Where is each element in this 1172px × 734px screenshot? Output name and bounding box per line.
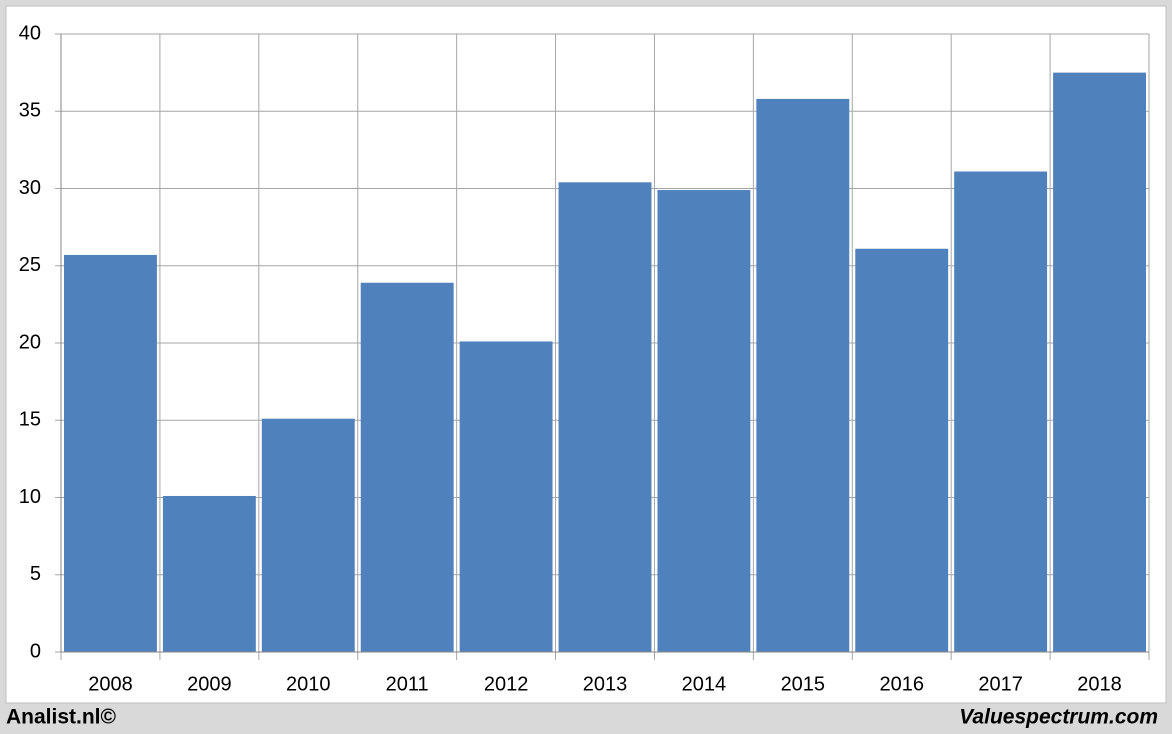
x-tick-label: 2011	[386, 673, 429, 695]
y-tick-label: 10	[19, 486, 41, 508]
y-tick-label: 0	[30, 640, 41, 662]
bar	[162, 495, 256, 652]
y-tick-label: 30	[19, 177, 41, 199]
bar	[756, 98, 850, 652]
y-tick-label: 20	[19, 331, 41, 353]
bar	[954, 171, 1048, 652]
x-tick-label: 2014	[682, 673, 727, 695]
x-tick-label: 2012	[484, 673, 529, 695]
bar	[657, 190, 751, 653]
y-tick-label: 40	[19, 22, 41, 44]
bar	[855, 248, 949, 652]
footer-left: Analist.nl©	[6, 706, 117, 729]
footer-right: Valuespectrum.com	[959, 706, 1158, 729]
y-tick-label: 25	[19, 254, 41, 276]
x-tick-label: 2009	[187, 673, 232, 695]
x-tick-label: 2008	[88, 673, 133, 695]
x-tick-label: 2018	[1077, 673, 1122, 695]
x-tick-label: 2010	[286, 673, 331, 695]
bar	[558, 182, 652, 652]
y-tick-label: 5	[30, 563, 41, 585]
y-tick-label: 15	[19, 409, 41, 431]
y-tick-label: 35	[19, 100, 41, 122]
x-tick-label: 2015	[781, 673, 826, 695]
bar	[64, 254, 157, 652]
bar	[261, 418, 355, 652]
bar	[459, 341, 553, 652]
x-tick-label: 2016	[879, 673, 924, 695]
x-tick-label: 2013	[583, 673, 628, 695]
bar	[360, 282, 454, 652]
x-tick-label: 2017	[978, 673, 1023, 695]
bar	[1053, 72, 1146, 652]
